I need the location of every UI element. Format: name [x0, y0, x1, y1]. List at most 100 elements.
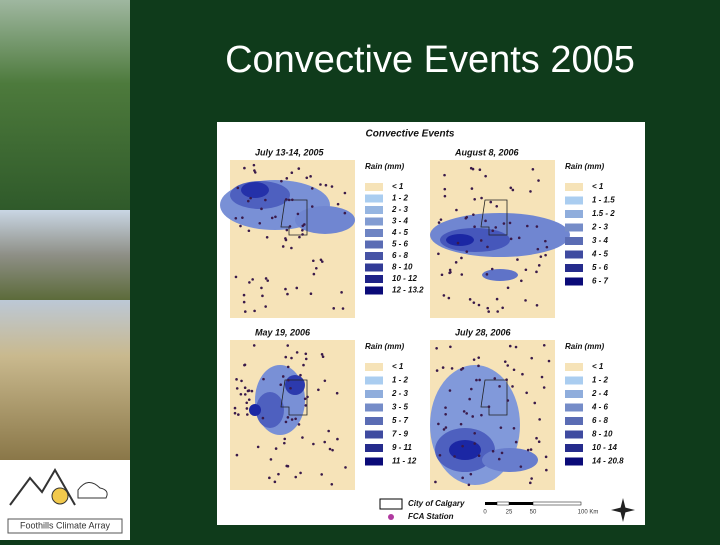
station-dot — [341, 307, 345, 310]
legend-title: Rain (mm) — [565, 162, 604, 171]
station-dot — [301, 436, 304, 439]
station-dot — [310, 205, 314, 208]
station-dot — [285, 177, 289, 180]
station-dot — [506, 364, 510, 367]
station-dot — [268, 476, 271, 480]
city-boundary — [480, 199, 508, 236]
station-dot — [529, 448, 533, 451]
station-dot — [245, 407, 249, 410]
station-dot — [461, 444, 464, 448]
station-dot — [248, 281, 251, 284]
station-dot — [531, 167, 535, 171]
legend-swatch — [365, 194, 383, 203]
scale-label: 50 — [530, 510, 537, 516]
station-dot — [344, 466, 347, 469]
legend-label: 3 - 4 — [592, 236, 609, 245]
station-dot — [521, 372, 524, 376]
photo-mountain — [0, 0, 130, 210]
station-dot — [284, 420, 288, 424]
station-dot — [265, 235, 269, 239]
station-dot — [530, 477, 533, 480]
station-dot — [508, 344, 512, 348]
station-dot — [321, 355, 325, 359]
legend-label: 4 - 5 — [391, 228, 409, 237]
station-dot — [442, 428, 446, 431]
station-dot — [547, 359, 551, 363]
legend-swatch — [365, 430, 383, 439]
legend-label: 12 - 13.2 — [392, 286, 424, 295]
legend-label: < 1 — [392, 182, 404, 191]
station-dot — [448, 389, 452, 392]
station-dot — [465, 412, 468, 415]
station-dot — [286, 344, 290, 347]
station-dot — [468, 397, 471, 401]
station-dot — [478, 378, 481, 382]
city-boundary — [280, 379, 308, 416]
rain-area — [482, 448, 538, 472]
station-dot — [493, 377, 497, 380]
station-dot — [461, 476, 464, 480]
station-dot — [477, 364, 480, 368]
legend-title: Rain (mm) — [365, 162, 404, 171]
station-dot — [465, 250, 469, 253]
station-dot — [499, 426, 503, 429]
station-dot — [320, 353, 324, 356]
station-dot — [444, 406, 447, 409]
station-dot — [319, 258, 323, 262]
legend-swatch — [365, 183, 383, 191]
station-dot — [288, 225, 292, 228]
station-dot — [487, 405, 491, 409]
station-dot — [299, 471, 302, 475]
station-dot — [490, 267, 494, 271]
legend-swatch — [565, 183, 583, 191]
station-dot — [489, 200, 493, 204]
station-dot — [258, 221, 262, 225]
station-dot — [335, 391, 339, 395]
key-city-swatch — [379, 498, 403, 510]
station-dot — [289, 386, 292, 390]
station-dot — [487, 310, 490, 313]
station-dot — [287, 378, 290, 382]
legend-label: 6 - 8 — [392, 251, 409, 260]
figure-title: Convective Events — [366, 129, 455, 140]
station-dot — [330, 482, 334, 486]
station-dot — [243, 363, 246, 367]
logo-frame — [7, 518, 123, 534]
station-dot — [443, 173, 446, 177]
legend-label: 1 - 2 — [592, 376, 609, 385]
station-dot — [290, 171, 294, 175]
station-dot — [454, 261, 458, 264]
legend-label: < 1 — [392, 362, 404, 371]
station-dot — [273, 480, 277, 484]
station-dot — [312, 442, 315, 446]
station-dot — [511, 188, 515, 192]
station-dot — [449, 270, 452, 274]
scale-seg — [509, 502, 533, 505]
legend-swatch — [365, 403, 383, 412]
station-dot — [440, 273, 444, 277]
station-dot — [437, 221, 441, 224]
station-dot — [472, 213, 475, 216]
station-dot — [279, 383, 283, 387]
station-dot — [469, 472, 473, 476]
legend-label: 8 - 10 — [592, 430, 613, 439]
station-dot — [514, 440, 518, 444]
station-dot — [545, 245, 549, 249]
station-dot — [239, 392, 243, 396]
legend-swatch — [365, 417, 383, 425]
legend-label: 9 - 11 — [392, 443, 412, 452]
station-dot — [297, 167, 301, 170]
key-station-dot — [388, 514, 394, 520]
station-dot — [304, 404, 308, 407]
station-dot — [304, 357, 308, 361]
legend-swatch — [365, 363, 383, 371]
legend-label: 3 - 4 — [392, 217, 409, 226]
station-dot — [266, 279, 270, 282]
station-dot — [438, 453, 442, 457]
station-dot — [545, 468, 548, 472]
station-dot — [243, 310, 247, 313]
station-dot — [283, 437, 287, 441]
station-dot — [301, 233, 304, 236]
station-dot — [467, 483, 471, 487]
